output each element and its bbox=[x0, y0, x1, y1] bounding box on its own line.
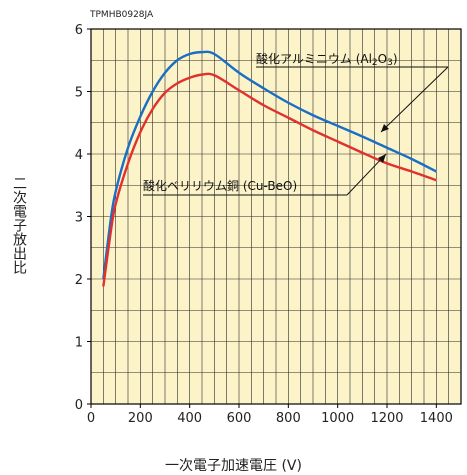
y-tick-label: 1 bbox=[75, 336, 83, 351]
x-tick-label: 600 bbox=[227, 411, 252, 426]
chart-code-label: TPMHB0928JA bbox=[90, 10, 154, 20]
annotation-leader bbox=[380, 66, 449, 133]
y-tick-label: 2 bbox=[75, 273, 83, 288]
x-tick-label: 1000 bbox=[321, 411, 354, 426]
x-tick-label: 1400 bbox=[420, 411, 453, 426]
annotation-arrowhead bbox=[381, 124, 389, 132]
x-tick-label: 200 bbox=[128, 411, 153, 426]
y-tick-label: 5 bbox=[75, 86, 83, 101]
x-tick-label: 400 bbox=[177, 411, 202, 426]
annotation-arrowhead bbox=[378, 154, 386, 163]
y-tick-label: 3 bbox=[75, 211, 83, 226]
annotation-leader bbox=[346, 153, 387, 196]
x-axis-label: 一次電子加速電圧 (V) bbox=[165, 458, 302, 474]
y-tick-label: 4 bbox=[75, 148, 83, 163]
y-axis-label: 二次電子放出比 bbox=[11, 176, 27, 274]
x-tick-label: 1200 bbox=[370, 411, 403, 426]
series-line-beryllium-copper bbox=[102, 72, 437, 287]
x-tick-label: 0 bbox=[87, 411, 95, 426]
y-tick-label: 0 bbox=[75, 398, 83, 413]
y-tick-label: 6 bbox=[75, 23, 83, 38]
annotation-beryllium-copper: 酸化ベリリウム銅 (Cu-BeO) bbox=[143, 178, 297, 193]
annotation-aluminium-oxide: 酸化アルミニウム (Al2O3) bbox=[256, 51, 398, 68]
series-line-aluminium-oxide bbox=[102, 50, 437, 280]
x-tick-label: 800 bbox=[276, 411, 301, 426]
